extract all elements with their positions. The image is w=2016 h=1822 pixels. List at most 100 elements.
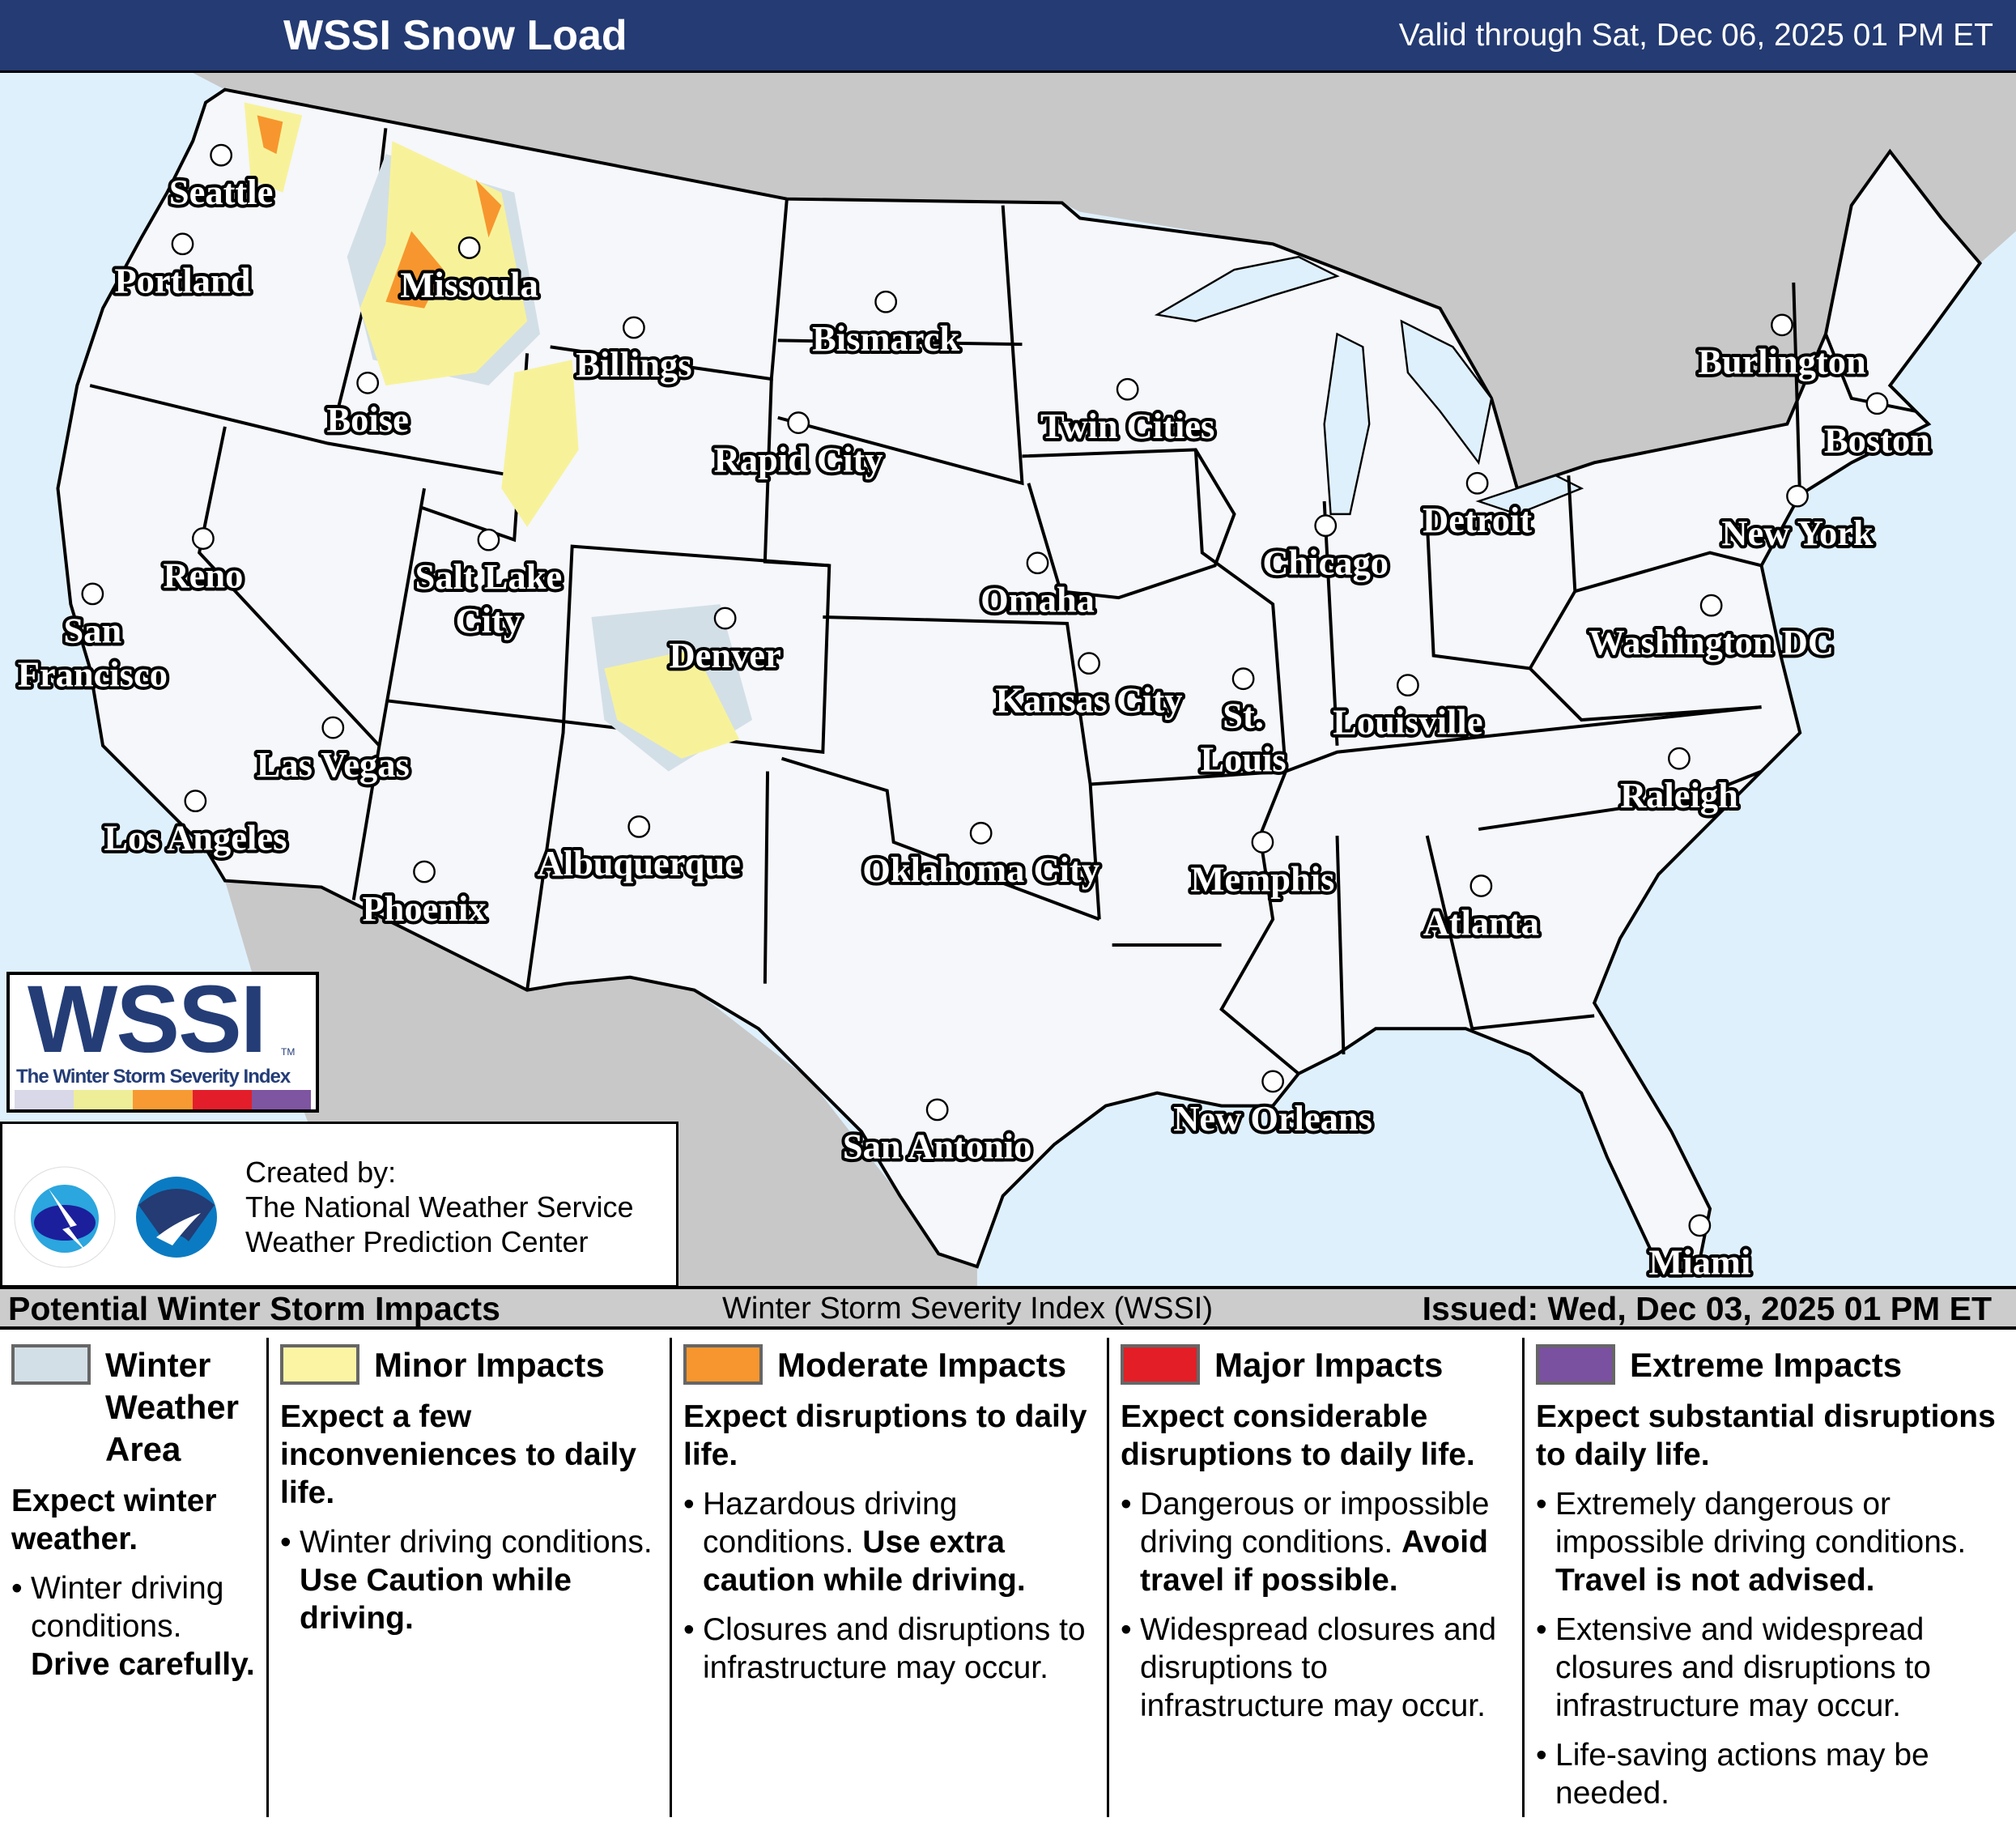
category-summary: Expect substantial disruptions to daily … — [1536, 1399, 1996, 1472]
city-dot-icon — [1699, 594, 1723, 617]
city-dot-icon — [969, 821, 993, 845]
city-dot-icon — [184, 790, 207, 813]
logo-bar-segment — [192, 1090, 252, 1109]
city-label: Twin Cities — [1040, 406, 1214, 446]
city-label: Salt Lake — [415, 556, 563, 597]
logo-wordmark: WSSI — [28, 975, 266, 1064]
city-kansas-city: Kansas City — [993, 652, 1186, 723]
city-dot-icon — [874, 290, 898, 313]
city-oklahoma-city: Oklahoma City — [859, 821, 1103, 893]
logo-color-bar — [15, 1090, 312, 1109]
city-omaha: Omaha — [977, 551, 1098, 624]
impact-legend: Winter Weather Area Expect winter weather… — [0, 1330, 2016, 1822]
legend-swatch — [683, 1344, 763, 1385]
city-label: Atlanta — [1423, 902, 1539, 943]
legend-header: Potential Winter Storm Impacts Winter St… — [0, 1286, 2016, 1330]
city-label: Oklahoma City — [862, 849, 1099, 890]
category-name: Winter Weather Area — [105, 1346, 239, 1468]
legend-index-name: Winter Storm Severity Index (WSSI) — [722, 1292, 1214, 1326]
bullet-emphasis: Drive carefully. — [31, 1647, 255, 1682]
bullet-text: Widespread closures and disruptions to i… — [1140, 1612, 1497, 1723]
city-new-york: New York — [1718, 484, 1877, 556]
snow-impact-areas — [244, 102, 752, 772]
city-dot-icon — [1251, 831, 1274, 854]
city-label: City — [456, 600, 522, 641]
city-dot-icon — [1771, 313, 1793, 337]
city-dot-icon — [1314, 514, 1338, 538]
impact-bullet: Widespread closures and disruptions to i… — [1121, 1611, 1517, 1725]
city-label: Burlington — [1698, 342, 1866, 382]
bullet-text: Closures and disruptions to infrastructu… — [703, 1612, 1086, 1685]
category-name: Extreme Impacts — [1630, 1346, 1903, 1384]
city-label: Francisco — [18, 654, 168, 695]
impact-bullet: Extensive and widespread closures and di… — [1536, 1611, 2011, 1725]
city-label: Louis — [1200, 739, 1286, 780]
city-label: New Orleans — [1173, 1098, 1372, 1139]
city-dot-icon — [1465, 471, 1489, 495]
city-dot-icon — [1786, 484, 1809, 508]
bullet-text: Winter driving conditions. — [31, 1571, 224, 1644]
city-label: Bismarck — [812, 318, 959, 359]
logo-bar-segment — [15, 1090, 74, 1109]
city-label: St. — [1223, 696, 1264, 736]
bullet-text: Life-saving actions may be needed. — [1555, 1738, 1929, 1811]
header-bar: WSSI Snow Load Valid through Sat, Dec 06… — [0, 0, 2016, 73]
bullet-text: Extremely dangerous or impossible drivin… — [1555, 1487, 1967, 1560]
city-label: New York — [1721, 513, 1874, 553]
city-raleigh: Raleigh — [1617, 747, 1742, 819]
bullet-text: Extensive and widespread closures and di… — [1555, 1612, 1931, 1723]
category-name: Moderate Impacts — [777, 1346, 1067, 1384]
bullet-emphasis: Travel is not advised. — [1555, 1563, 1875, 1598]
legend-category-minor-impacts: Minor Impacts Expect a few inconveniences… — [266, 1338, 670, 1817]
impact-bullet: Dangerous or impossible driving conditio… — [1121, 1485, 1517, 1599]
city-denver: Denver — [666, 607, 785, 679]
city-portland: Portland — [112, 232, 254, 304]
logo-tm: TM — [281, 1046, 296, 1058]
city-dot-icon — [210, 143, 233, 167]
legend-swatch — [11, 1344, 91, 1385]
city-label: Kansas City — [996, 680, 1183, 721]
city-label: Raleigh — [1620, 775, 1738, 815]
city-boise: Boise — [324, 371, 412, 443]
city-missoula: Missoula — [397, 236, 542, 308]
city-label: Omaha — [980, 580, 1095, 620]
category-summary: Expect winter weather. — [11, 1484, 217, 1556]
city-dot-icon — [1026, 551, 1049, 575]
city-albuquerque: Albuquerque — [534, 815, 744, 887]
city-dot-icon — [192, 527, 215, 550]
impact-bullet: Closures and disruptions to infrastructu… — [683, 1611, 1102, 1687]
credit-wpc: Weather Prediction Center — [245, 1225, 589, 1258]
city-dot-icon — [1116, 377, 1139, 401]
legend-category-moderate-impacts: Moderate Impacts Expect disruptions to da… — [670, 1338, 1107, 1817]
credits-box: Created by: The National Weather Service… — [0, 1122, 678, 1288]
city-atlanta: Atlanta — [1420, 875, 1542, 946]
impact-bullet: Life-saving actions may be needed. — [1536, 1736, 2011, 1812]
city-dot-icon — [356, 371, 380, 394]
impact-bullet: Extremely dangerous or impossible drivin… — [1536, 1485, 2011, 1599]
city-label: Boston — [1824, 420, 1930, 461]
wssi-logo: WSSI TM The Winter Storm Severity Index — [6, 972, 319, 1113]
city-label: Seattle — [169, 172, 273, 212]
category-name: Major Impacts — [1214, 1346, 1444, 1384]
city-rapid-city: Rapid City — [711, 411, 887, 483]
city-label: Detroit — [1423, 500, 1532, 540]
city-dot-icon — [1688, 1214, 1712, 1237]
city-billings: Billings — [572, 316, 695, 388]
city-label: San Antonio — [843, 1126, 1032, 1167]
city-phoenix: Phoenix — [359, 860, 490, 932]
credit-nws: The National Weather Service — [245, 1190, 634, 1224]
legend-category-major-impacts: Major Impacts Expect considerable disrupt… — [1107, 1338, 1522, 1817]
city-label: Portland — [115, 261, 251, 301]
bullet-text: Hazardous driving conditions. — [703, 1487, 958, 1560]
city-washington-dc: Washington DC — [1585, 594, 1837, 666]
city-dot-icon — [627, 815, 651, 838]
city-new-orleans: New Orleans — [1170, 1070, 1376, 1142]
city-dot-icon — [925, 1098, 949, 1122]
city-memphis: Memphis — [1188, 831, 1338, 902]
city-label: Reno — [163, 555, 243, 595]
bullet-emphasis: Avoid travel if possible. — [1140, 1525, 1488, 1598]
city-dot-icon — [1078, 652, 1100, 675]
legend-category-extreme-impacts: Extreme Impacts Expect substantial disrup… — [1522, 1338, 2016, 1817]
issued-time: Issued: Wed, Dec 03, 2025 01 PM ET — [1422, 1290, 1992, 1327]
